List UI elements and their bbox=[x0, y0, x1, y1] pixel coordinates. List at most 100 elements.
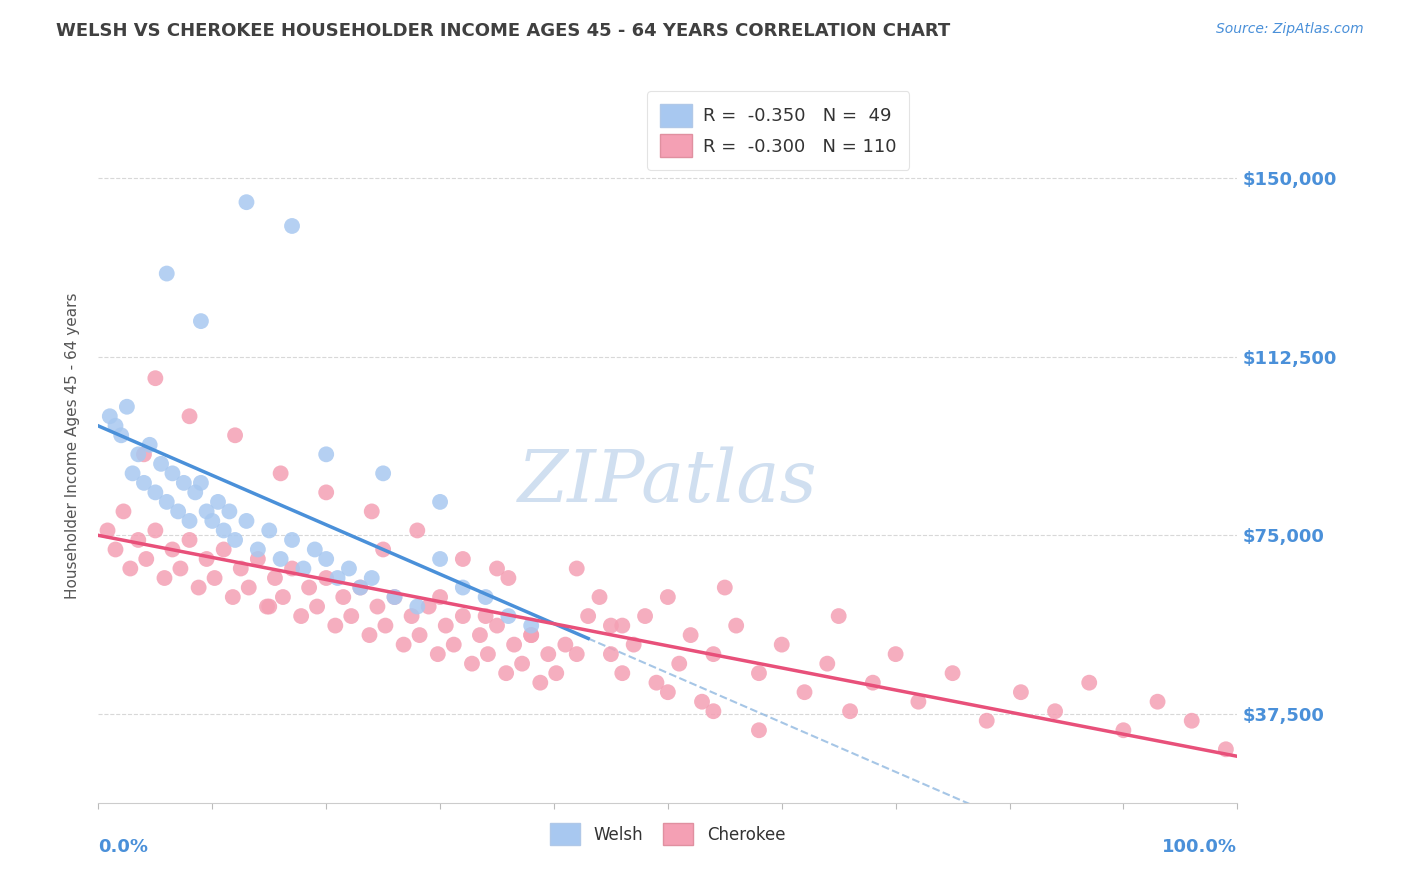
Point bbox=[218, 504, 240, 518]
Point bbox=[332, 590, 354, 604]
Point bbox=[565, 561, 588, 575]
Point bbox=[127, 447, 149, 461]
Point bbox=[529, 675, 551, 690]
Point bbox=[195, 504, 218, 518]
Point bbox=[510, 657, 533, 671]
Point bbox=[315, 552, 337, 566]
Point bbox=[360, 571, 382, 585]
Point bbox=[498, 571, 520, 585]
Point bbox=[371, 467, 394, 481]
Point bbox=[212, 524, 235, 538]
Point bbox=[115, 400, 138, 414]
Point bbox=[520, 628, 543, 642]
Point bbox=[623, 638, 645, 652]
Point bbox=[271, 590, 294, 604]
Point bbox=[224, 428, 246, 442]
Text: 0.0%: 0.0% bbox=[98, 838, 149, 856]
Point bbox=[815, 657, 838, 671]
Point bbox=[406, 524, 429, 538]
Point bbox=[307, 599, 329, 614]
Point bbox=[179, 533, 201, 547]
Point bbox=[110, 428, 132, 442]
Point bbox=[600, 647, 623, 661]
Point bbox=[392, 638, 415, 652]
Point bbox=[96, 524, 118, 538]
Point bbox=[461, 657, 484, 671]
Text: ZIPatlas: ZIPatlas bbox=[517, 446, 818, 517]
Point bbox=[645, 675, 668, 690]
Y-axis label: Householder Income Ages 45 - 64 years: Householder Income Ages 45 - 64 years bbox=[65, 293, 80, 599]
Point bbox=[235, 195, 257, 210]
Point bbox=[270, 467, 292, 481]
Point bbox=[173, 475, 195, 490]
Point bbox=[468, 628, 491, 642]
Point bbox=[1043, 704, 1066, 718]
Point bbox=[201, 514, 224, 528]
Point bbox=[612, 618, 634, 632]
Point bbox=[495, 666, 517, 681]
Point bbox=[907, 695, 929, 709]
Point bbox=[1181, 714, 1204, 728]
Point bbox=[600, 618, 623, 632]
Point bbox=[477, 647, 499, 661]
Point bbox=[384, 590, 406, 604]
Point bbox=[132, 475, 155, 490]
Point bbox=[156, 495, 179, 509]
Point bbox=[884, 647, 907, 661]
Point bbox=[323, 618, 346, 632]
Point bbox=[104, 418, 127, 433]
Point bbox=[121, 467, 143, 481]
Point bbox=[167, 504, 190, 518]
Point bbox=[976, 714, 998, 728]
Point bbox=[169, 561, 191, 575]
Point bbox=[546, 666, 568, 681]
Point bbox=[520, 628, 543, 642]
Point bbox=[714, 581, 737, 595]
Point bbox=[576, 609, 599, 624]
Point bbox=[862, 675, 884, 690]
Point bbox=[371, 542, 394, 557]
Point bbox=[657, 590, 679, 604]
Point bbox=[1078, 675, 1101, 690]
Point bbox=[486, 618, 509, 632]
Point bbox=[104, 542, 127, 557]
Point bbox=[145, 485, 167, 500]
Point bbox=[135, 552, 157, 566]
Point bbox=[98, 409, 121, 424]
Point bbox=[184, 485, 207, 500]
Point bbox=[150, 457, 173, 471]
Point bbox=[190, 475, 212, 490]
Point bbox=[138, 438, 160, 452]
Point bbox=[207, 495, 229, 509]
Point bbox=[451, 609, 474, 624]
Point bbox=[474, 609, 496, 624]
Point bbox=[942, 666, 965, 681]
Point bbox=[770, 638, 793, 652]
Point bbox=[634, 609, 657, 624]
Text: Source: ZipAtlas.com: Source: ZipAtlas.com bbox=[1216, 22, 1364, 37]
Point bbox=[486, 561, 509, 575]
Point bbox=[246, 552, 269, 566]
Point bbox=[429, 495, 451, 509]
Point bbox=[612, 666, 634, 681]
Point bbox=[326, 571, 349, 585]
Point bbox=[212, 542, 235, 557]
Point bbox=[418, 599, 440, 614]
Point bbox=[304, 542, 326, 557]
Point bbox=[690, 695, 713, 709]
Point bbox=[162, 542, 184, 557]
Point bbox=[235, 514, 257, 528]
Point bbox=[349, 581, 371, 595]
Point bbox=[153, 571, 176, 585]
Point bbox=[793, 685, 815, 699]
Point bbox=[179, 514, 201, 528]
Point bbox=[748, 666, 770, 681]
Point bbox=[503, 638, 526, 652]
Point bbox=[1112, 723, 1135, 738]
Point bbox=[190, 314, 212, 328]
Point bbox=[145, 524, 167, 538]
Point bbox=[256, 599, 278, 614]
Point bbox=[259, 524, 281, 538]
Point bbox=[337, 561, 360, 575]
Point bbox=[145, 371, 167, 385]
